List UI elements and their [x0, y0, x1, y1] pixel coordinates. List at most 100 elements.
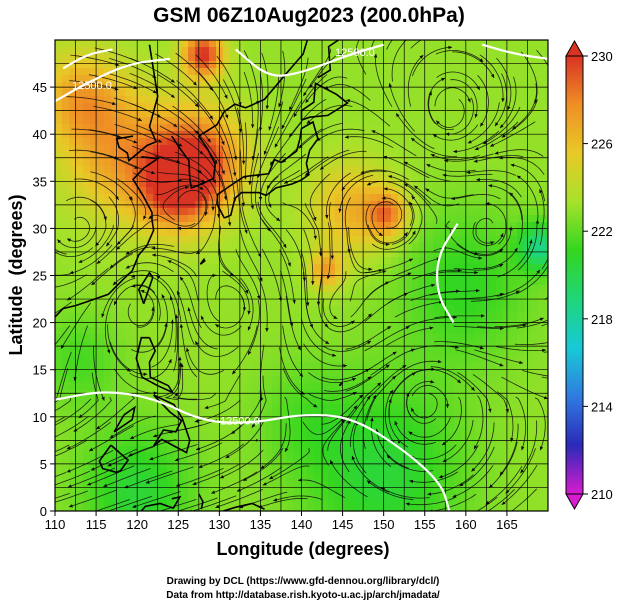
heatmap-cell [419, 425, 427, 433]
heatmap-cell [55, 453, 63, 461]
heatmap-cell [482, 369, 490, 377]
heatmap-cell [104, 432, 112, 440]
streamline-arrowhead [67, 296, 72, 301]
heatmap-cell [412, 103, 420, 111]
heatmap-cell [265, 61, 273, 69]
heatmap-cell [475, 292, 483, 300]
heatmap-cell [153, 488, 161, 496]
heatmap-cell [265, 453, 273, 461]
heatmap-cell [342, 166, 350, 174]
heatmap-cell [454, 411, 462, 419]
heatmap-cell [321, 292, 329, 300]
heatmap-cell [314, 390, 322, 398]
heatmap-cell [90, 145, 98, 153]
streamline-arrowhead [151, 306, 155, 311]
heatmap-cell [433, 159, 441, 167]
streamline [116, 196, 136, 246]
heatmap-cell [349, 131, 357, 139]
heatmap-cell [342, 418, 350, 426]
heatmap-cell [76, 327, 84, 335]
heatmap-cell [335, 187, 343, 195]
heatmap-cell [181, 299, 189, 307]
heatmap-cell [251, 152, 259, 160]
heatmap-cell [244, 376, 252, 384]
heatmap-cell [531, 348, 539, 356]
heatmap-cell [405, 432, 413, 440]
heatmap-cell [265, 383, 273, 391]
heatmap-cell [461, 502, 469, 510]
heatmap-cell [265, 362, 273, 370]
heatmap-cell [482, 89, 490, 97]
heatmap-cell [475, 369, 483, 377]
heatmap-cell [111, 327, 119, 335]
heatmap-cell [454, 341, 462, 349]
heatmap-cell [405, 159, 413, 167]
heatmap-cell [167, 432, 175, 440]
heatmap-cell [55, 75, 63, 83]
heatmap-cell [482, 474, 490, 482]
heatmap-cell [223, 47, 231, 55]
heatmap-cell [62, 418, 70, 426]
heatmap-cell [265, 250, 273, 258]
heatmap-cell [209, 292, 217, 300]
heatmap-cell [132, 82, 140, 90]
heatmap-cell [188, 166, 196, 174]
heatmap-cell [538, 411, 546, 419]
heatmap-cell [209, 61, 217, 69]
heatmap-cell [174, 439, 182, 447]
heatmap-cell [272, 341, 280, 349]
heatmap-cell [405, 446, 413, 454]
heatmap-cell [349, 96, 357, 104]
heatmap-cell [69, 82, 77, 90]
heatmap-cell [132, 425, 140, 433]
heatmap-cell [342, 467, 350, 475]
heatmap-cell [76, 390, 84, 398]
heatmap-cell [454, 68, 462, 76]
heatmap-cell [132, 54, 140, 62]
heatmap-cell [489, 355, 497, 363]
heatmap-cell [174, 495, 182, 503]
heatmap-cell [454, 306, 462, 314]
heatmap-cell [216, 243, 224, 251]
heatmap-cell [111, 446, 119, 454]
heatmap-cell [83, 208, 91, 216]
heatmap-cell [125, 369, 133, 377]
heatmap-cell [531, 250, 539, 258]
heatmap-cell [300, 320, 308, 328]
heatmap-cell [181, 390, 189, 398]
heatmap-cell [258, 320, 266, 328]
heatmap-cell [405, 341, 413, 349]
heatmap-cell [517, 411, 525, 419]
heatmap-cell [125, 439, 133, 447]
heatmap-cell [398, 453, 406, 461]
heatmap-cell [146, 89, 154, 97]
heatmap-cell [489, 488, 497, 496]
heatmap-cell [223, 348, 231, 356]
heatmap-cell [202, 75, 210, 83]
heatmap-cell [83, 243, 91, 251]
heatmap-cell [510, 390, 518, 398]
heatmap-cell [419, 397, 427, 405]
heatmap-cell [482, 124, 490, 132]
heatmap-cell [307, 124, 315, 132]
heatmap-cell [286, 362, 294, 370]
heatmap-cell [517, 481, 525, 489]
heatmap-cell [517, 453, 525, 461]
heatmap-cell [342, 348, 350, 356]
heatmap-cell [475, 82, 483, 90]
heatmap-cell [132, 194, 140, 202]
heatmap-cell [531, 418, 539, 426]
heatmap-cell [461, 369, 469, 377]
heatmap-cell [356, 334, 364, 342]
heatmap-cell [69, 180, 77, 188]
heatmap-cell [461, 341, 469, 349]
heatmap-cell [370, 208, 378, 216]
heatmap-cell [181, 313, 189, 321]
heatmap-cell [279, 173, 287, 181]
heatmap-cell [55, 327, 63, 335]
heatmap-cell [209, 40, 217, 48]
heatmap-cell [321, 180, 329, 188]
heatmap-cell [454, 131, 462, 139]
heatmap-cell [349, 103, 357, 111]
heatmap-cell [314, 292, 322, 300]
